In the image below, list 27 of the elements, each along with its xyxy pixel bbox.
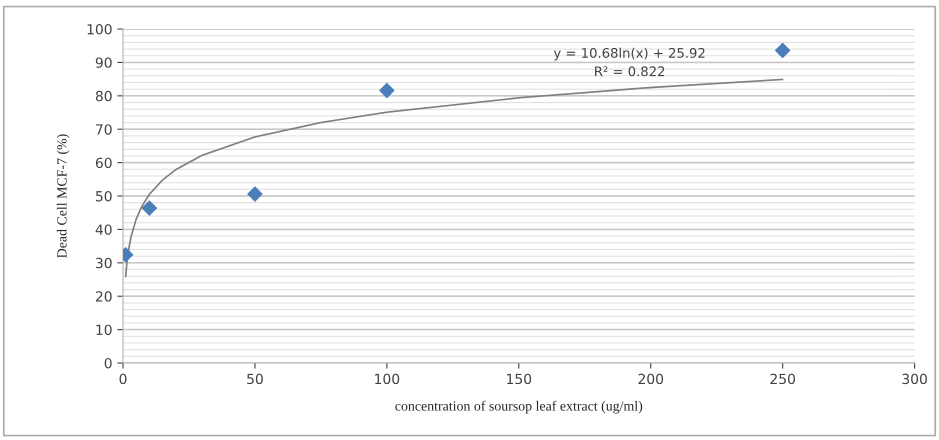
point — [247, 186, 263, 202]
annotation: y = 10.68ln(x) + 25.92 — [554, 48, 704, 60]
y-tick-label: 80 — [96, 90, 112, 102]
x-axis-title: concentration of soursop leaf extract (ug/ml) — [395, 400, 642, 414]
y-tick-label: 60 — [96, 158, 112, 168]
x-tick-label: 50 — [247, 374, 263, 384]
point — [379, 82, 395, 98]
y-axis-title: Dead Cell MCF-7 (%) — [56, 134, 70, 258]
x-tick-label: 300 — [902, 374, 927, 384]
x-tick-label: 0 — [120, 374, 127, 384]
y-tick-label: 20 — [96, 291, 112, 302]
point — [774, 42, 790, 58]
point — [142, 200, 158, 216]
x-tick-label: 200 — [638, 374, 664, 384]
y-tick-label: 0 — [104, 358, 112, 368]
y-tick-label: 70 — [96, 124, 112, 135]
y-tick-label: 40 — [96, 224, 112, 235]
y-tick-label: 50 — [96, 190, 112, 202]
line-series — [124, 78, 784, 278]
y-tick-label: 30 — [96, 258, 112, 268]
y-tick-label: 90 — [96, 57, 112, 68]
annotation: R² = 0.822 — [595, 66, 664, 76]
x-tick-label: 150 — [507, 374, 532, 384]
y-tick-label: 10 — [96, 324, 112, 336]
x-tick-label: 100 — [375, 374, 400, 384]
x-tick-label: 250 — [770, 374, 795, 384]
y-tick-label: 100 — [88, 24, 112, 35]
